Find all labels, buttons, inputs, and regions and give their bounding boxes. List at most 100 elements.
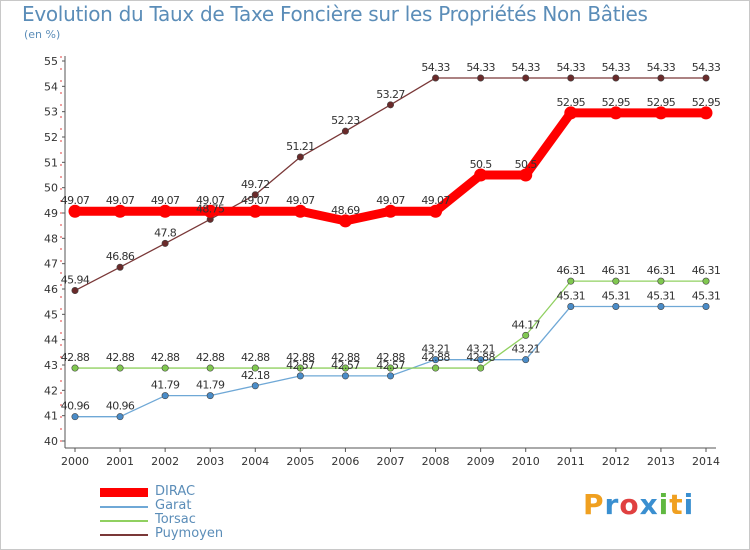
data-point-garat [432, 356, 440, 364]
data-point-torsac [116, 364, 124, 372]
data-label-puymoyen: 54.33 [557, 61, 586, 74]
proxiti-logo: Proxiti [583, 488, 694, 521]
data-label-puymoyen: 54.33 [692, 61, 721, 74]
logo-letter: o [619, 488, 640, 521]
data-label-garat: 42.57 [376, 359, 405, 372]
data-label-torsac: 42.88 [241, 351, 270, 364]
y-tick-label: 42 [44, 384, 58, 397]
y-tick-label: 46 [44, 283, 58, 296]
data-label-puymoyen: 54.33 [602, 61, 631, 74]
data-point-garat [116, 413, 124, 421]
data-point-dirac [654, 106, 668, 120]
data-label-puymoyen: 54.33 [466, 61, 495, 74]
x-tick-label: 2011 [557, 455, 585, 468]
data-point-garat [386, 372, 394, 380]
data-point-garat [161, 392, 169, 400]
y-tick-label: 44 [44, 334, 58, 347]
x-tick-label: 2002 [151, 455, 179, 468]
data-point-puymoyen [657, 74, 665, 82]
data-point-garat [341, 372, 349, 380]
x-tick-label: 2003 [196, 455, 224, 468]
data-point-dirac [158, 204, 172, 218]
data-point-torsac [702, 277, 710, 285]
data-label-torsac: 46.31 [692, 264, 721, 277]
data-label-dirac: 49.07 [376, 194, 405, 207]
data-point-dirac [68, 204, 82, 218]
data-point-puymoyen [702, 74, 710, 82]
data-label-garat: 45.31 [557, 289, 586, 302]
data-point-torsac [206, 364, 214, 372]
data-label-dirac: 49.07 [196, 194, 225, 207]
data-label-puymoyen: 54.33 [511, 61, 540, 74]
data-point-dirac [699, 106, 713, 120]
data-label-torsac: 42.88 [61, 351, 90, 364]
data-point-puymoyen [432, 74, 440, 82]
data-label-dirac: 49.07 [241, 194, 270, 207]
data-point-garat [657, 302, 665, 310]
data-point-dirac [384, 204, 397, 218]
data-label-puymoyen: 54.33 [421, 61, 450, 74]
data-label-puymoyen: 53.27 [376, 88, 405, 101]
legend-swatch [100, 488, 148, 497]
data-label-torsac: 42.88 [151, 351, 180, 364]
y-tick-label: 54 [44, 80, 58, 93]
x-tick-label: 2004 [241, 455, 269, 468]
data-label-garat: 41.79 [151, 379, 180, 392]
data-label-garat: 42.57 [331, 359, 360, 372]
data-label-torsac: 46.31 [602, 264, 631, 277]
data-point-dirac [609, 106, 623, 120]
legend-swatch [100, 534, 148, 536]
data-label-puymoyen: 47.8 [154, 226, 177, 239]
data-label-puymoyen: 46.86 [106, 250, 135, 263]
data-label-garat: 43.21 [466, 343, 495, 356]
data-label-torsac: 44.17 [511, 318, 540, 331]
data-point-garat [71, 413, 79, 421]
data-label-dirac: 50.5 [515, 158, 538, 171]
data-label-torsac: 42.88 [106, 351, 135, 364]
x-tick-label: 2014 [692, 455, 720, 468]
logo-letter: r [604, 488, 620, 521]
data-label-garat: 45.31 [647, 289, 676, 302]
data-point-torsac [341, 364, 349, 372]
x-tick-label: 2006 [331, 455, 359, 468]
logo-letter: P [583, 488, 605, 521]
data-label-garat: 45.31 [692, 289, 721, 302]
data-label-garat: 43.21 [511, 343, 540, 356]
data-label-torsac: 42.88 [421, 351, 450, 364]
data-point-garat [251, 382, 259, 390]
data-point-garat [612, 302, 620, 310]
logo-letter: t [669, 488, 684, 521]
data-label-dirac: 49.07 [151, 194, 180, 207]
x-tick-label: 2010 [512, 455, 540, 468]
data-point-torsac [567, 277, 575, 285]
data-point-torsac [612, 277, 620, 285]
data-point-torsac [522, 331, 530, 339]
data-label-dirac: 49.07 [106, 194, 135, 207]
legend-label: Garat [155, 498, 192, 513]
data-point-torsac [71, 364, 79, 372]
data-point-dirac [564, 106, 578, 120]
data-label-puymoyen: 54.33 [647, 61, 676, 74]
y-tick-label: 47 [44, 258, 58, 271]
data-point-torsac [657, 277, 665, 285]
y-tick-label: 55 [44, 55, 58, 68]
data-point-garat [522, 356, 530, 364]
legend-label: Torsac [155, 512, 196, 527]
y-tick-label: 50 [44, 182, 58, 195]
data-point-dirac [293, 204, 307, 218]
data-point-garat [206, 392, 214, 400]
data-point-puymoyen [477, 74, 485, 82]
data-label-garat: 42.57 [286, 359, 315, 372]
logo-letter: x [639, 488, 659, 521]
x-tick-label: 2001 [106, 455, 134, 468]
data-label-torsac: 42.88 [286, 351, 315, 364]
y-tick-label: 48 [44, 232, 58, 245]
x-tick-label: 2012 [602, 455, 630, 468]
data-label-dirac: 50.5 [470, 158, 493, 171]
data-label-dirac: 52.95 [602, 96, 631, 109]
data-label-dirac: 52.95 [557, 96, 586, 109]
data-label-torsac: 42.88 [466, 351, 495, 364]
y-tick-label: 49 [44, 207, 58, 220]
data-label-torsac: 46.31 [647, 264, 676, 277]
